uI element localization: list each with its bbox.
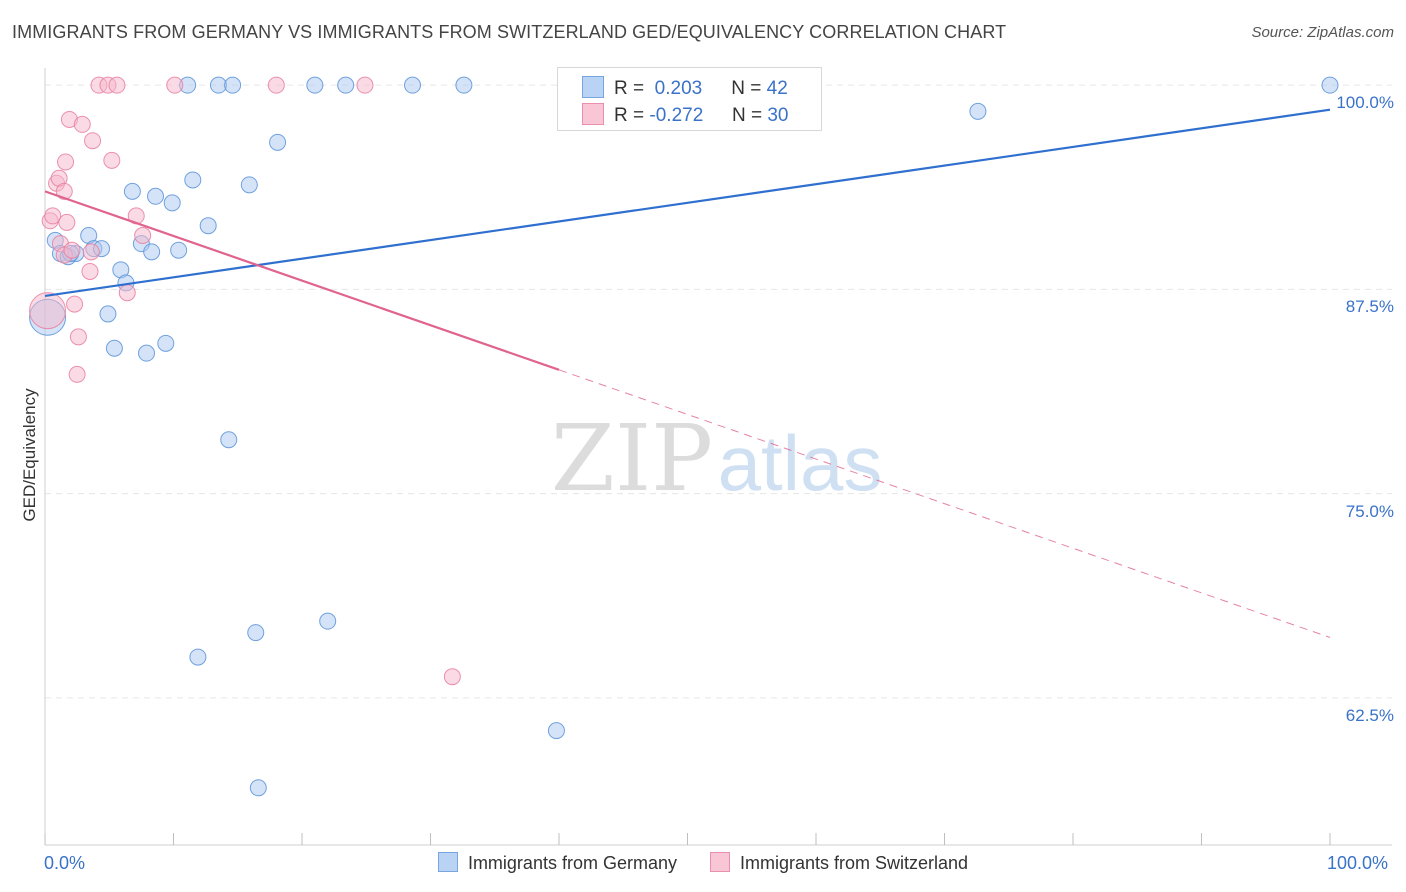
germany-point — [547, 722, 565, 740]
x-tick-label-max: 100.0% — [1327, 853, 1389, 873]
series-legend: Immigrants from Germany Immigrants from … — [0, 852, 1406, 874]
legend-row-switzerland: R = -0.272 N = 30 — [582, 103, 788, 127]
germany-point — [157, 334, 175, 352]
switzerland-point — [69, 328, 87, 346]
switzerland-point — [134, 227, 152, 245]
n-value-germany: 42 — [766, 78, 788, 99]
y-tick-label: 75.0% — [1345, 501, 1394, 521]
x-tick-label-min: 0.0% — [44, 853, 86, 873]
switzerland-point — [118, 284, 136, 302]
series-switzerland-points — [29, 76, 461, 686]
switzerland-point — [84, 132, 102, 150]
germany-point — [123, 182, 141, 200]
axes — [44, 68, 1392, 846]
legend-item-germany[interactable]: Immigrants from Germany — [437, 852, 677, 874]
legend-label-germany: Immigrants from Germany — [467, 853, 677, 873]
germany-point — [249, 779, 267, 797]
germany-point — [224, 76, 242, 94]
trend-line-switzerland-dashed — [558, 369, 1331, 638]
chart-title: IMMIGRANTS FROM GERMANY VS IMMIGRANTS FR… — [12, 22, 1007, 42]
switzerland-point — [57, 153, 75, 171]
germany-swatch — [582, 76, 604, 98]
germany-point — [337, 76, 355, 94]
switzerland-point — [166, 76, 184, 94]
n-value-switzerland: 30 — [767, 105, 789, 126]
switzerland-point — [81, 262, 99, 280]
y-tick-label: 100.0% — [1336, 93, 1394, 113]
germany-point — [969, 102, 987, 120]
switzerland-point — [356, 76, 374, 94]
legend-item-switzerland[interactable]: Immigrants from Switzerland — [710, 852, 968, 874]
switzerland-point — [29, 292, 67, 330]
germany-point — [404, 76, 422, 94]
legend-row-germany: R = 0.203 N = 42 — [582, 76, 788, 100]
germany-point — [105, 339, 123, 357]
germany-point — [138, 344, 156, 362]
switzerland-swatch — [582, 103, 604, 125]
germany-point — [209, 76, 227, 94]
r-label: R = — [614, 105, 645, 126]
germany-point — [147, 187, 165, 205]
germany-point — [269, 133, 287, 151]
germany-point — [170, 241, 188, 259]
legend-label-switzerland: Immigrants from Switzerland — [740, 853, 969, 873]
watermark-atlas: atlas — [718, 419, 883, 507]
r-value-switzerland: -0.272 — [649, 105, 704, 126]
correlation-legend: R = 0.203 N = 42 R = -0.272 N = 30 — [557, 67, 822, 131]
r-label: R = — [614, 78, 645, 99]
germany-point — [143, 243, 161, 261]
switzerland-point — [68, 365, 86, 383]
germany-point — [247, 624, 265, 642]
germany-point — [99, 305, 117, 323]
germany-point — [319, 612, 337, 630]
switzerland-point — [267, 76, 285, 94]
watermark-zip: ZIP — [551, 405, 713, 512]
switzerland-point — [108, 76, 126, 94]
switzerland-point — [66, 295, 84, 313]
y-tick-label: 62.5% — [1345, 705, 1394, 725]
trend-lines — [44, 108, 1331, 638]
trend-line-germany — [44, 108, 1331, 298]
trend-line-switzerland-solid — [44, 190, 560, 371]
r-value-germany: 0.203 — [654, 78, 703, 99]
switzerland-point — [73, 115, 91, 133]
source-note: Source: ZipAtlas.com — [1251, 24, 1394, 41]
switzerland-legend-swatch — [710, 852, 730, 872]
n-label: N = — [731, 105, 763, 126]
germany-point — [1321, 76, 1339, 94]
germany-point — [220, 431, 238, 449]
switzerland-point — [58, 213, 76, 231]
germany-point — [199, 217, 217, 235]
germany-point — [163, 194, 181, 212]
switzerland-point — [443, 668, 461, 686]
germany-point — [189, 648, 207, 666]
switzerland-point — [44, 207, 62, 225]
germany-point — [455, 76, 473, 94]
n-label: N = — [731, 78, 762, 99]
germany-point — [306, 76, 324, 94]
y-tick-label: 87.5% — [1345, 297, 1394, 317]
switzerland-point — [63, 241, 81, 259]
germany-point — [240, 176, 258, 194]
germany-legend-swatch — [437, 852, 458, 872]
switzerland-point — [82, 243, 100, 261]
switzerland-point — [55, 182, 73, 200]
germany-point — [184, 171, 202, 189]
switzerland-point — [103, 151, 121, 169]
